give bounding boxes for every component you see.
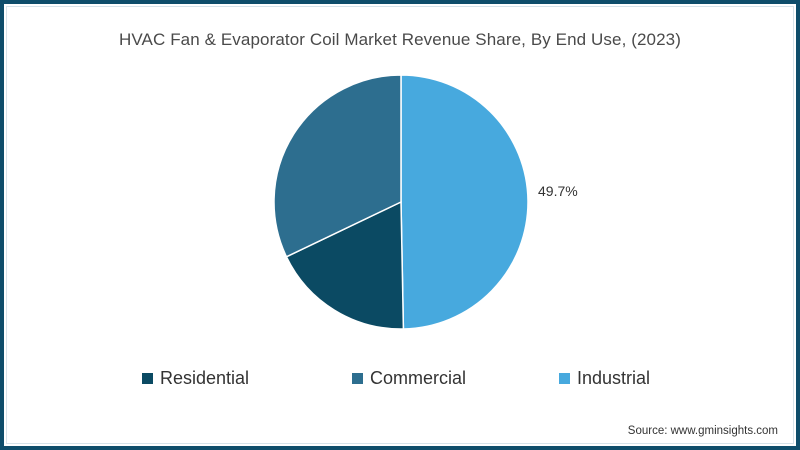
legend-label-industrial: Industrial: [577, 368, 651, 388]
legend-swatch-commercial: [352, 373, 363, 384]
chart-title: HVAC Fan & Evaporator Coil Market Revenu…: [119, 30, 681, 49]
pie-slice-residential: [285, 200, 405, 330]
pie-slice-industrial: [400, 74, 529, 330]
legend-item-industrial: Industrial: [559, 368, 650, 389]
legend-item-residential: Residential: [142, 368, 249, 389]
pie-svg: [273, 74, 529, 330]
legend-item-commercial: Commercial: [352, 368, 466, 389]
legend: Residential Commercial Industrial: [0, 368, 800, 392]
pie-chart: [271, 72, 531, 332]
data-label-industrial: 49.7%: [538, 183, 578, 199]
legend-label-residential: Residential: [160, 368, 250, 388]
chart-frame-inner: [6, 6, 794, 444]
source-note: Source: www.gminsights.com: [627, 425, 778, 437]
legend-label-commercial: Commercial: [370, 368, 467, 388]
legend-swatch-residential: [142, 373, 153, 384]
pie-slice-commercial: [273, 74, 402, 258]
legend-swatch-industrial: [559, 373, 570, 384]
